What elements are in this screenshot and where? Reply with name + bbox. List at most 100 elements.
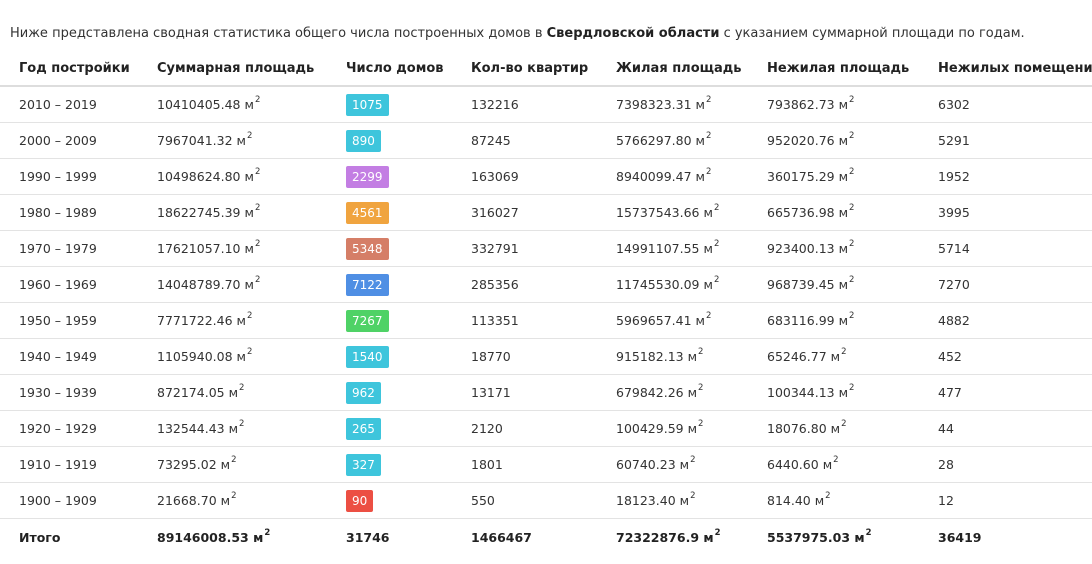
- apartments-cell: 13171: [452, 374, 597, 411]
- nonliving-rooms-cell: 1952: [919, 158, 1092, 195]
- unit-label: м: [228, 421, 239, 436]
- unit-label: м: [679, 493, 690, 508]
- total-area-cell-value: 7771722.46: [157, 313, 233, 328]
- table-row: 1940 – 1949 1105940.08 м2 1540 18770 915182.…: [0, 338, 1092, 375]
- unit-power: 2: [705, 167, 712, 177]
- living-area-cell-value: 60740.23: [616, 457, 676, 472]
- total-nonliving-area: 5537975.03 м2: [748, 519, 919, 556]
- living-area-cell-value: 679842.26: [616, 385, 684, 400]
- nonliving-area-cell-value: 968739.45: [767, 277, 835, 292]
- unit-power: 2: [713, 239, 720, 249]
- unit-power: 2: [841, 347, 847, 357]
- unit-label: м: [220, 457, 231, 472]
- period-cell: 1900 – 1909: [0, 482, 138, 519]
- table-row: 1950 – 1959 7771722.46 м2 7267 113351 596965…: [0, 302, 1092, 339]
- nonliving-area-cell: 683116.99 м2: [748, 302, 919, 339]
- total-area-sum-value: 89146008.53: [157, 529, 249, 545]
- total-area-cell-value: 73295.02: [157, 457, 217, 472]
- nonliving-rooms-cell: 5291: [919, 122, 1092, 159]
- header-row: Год постройки Суммарная площадь Число до…: [0, 52, 1092, 87]
- unit-label: м: [838, 205, 849, 220]
- nonliving-rooms-cell: 28: [919, 446, 1092, 483]
- unit-power: 2: [698, 383, 704, 393]
- unit-power: 2: [246, 311, 253, 321]
- table-row: 1970 – 1979 17621057.10 м2 5348 332791 14991…: [0, 230, 1092, 267]
- table-row: 1980 – 1989 18622745.39 м2 4561 316027 15737…: [0, 194, 1092, 231]
- living-area-cell-value: 100429.59: [616, 421, 684, 436]
- unit-label: м: [679, 457, 690, 472]
- unit-label: м: [687, 349, 698, 364]
- header-period: Год постройки: [0, 52, 138, 87]
- period-cell: 1910 – 1919: [0, 446, 138, 483]
- nonliving-rooms-cell: 6302: [919, 86, 1092, 123]
- living-area-cell: 100429.59 м2: [597, 410, 748, 447]
- table-body: 2010 – 2019 10410405.48 м2 1075 132216 73983…: [0, 86, 1092, 555]
- unit-power: 2: [705, 311, 712, 321]
- unit-power: 2: [690, 455, 696, 465]
- apartments-cell: 2120: [452, 410, 597, 447]
- unit-label: м: [838, 241, 849, 256]
- apartments-cell: 132216: [452, 86, 597, 123]
- houses-cell: 265: [327, 410, 452, 447]
- total-apartments: 1466467: [471, 529, 532, 545]
- unit-power: 2: [705, 131, 712, 141]
- nonliving-area-cell-value: 65246.77: [767, 349, 827, 364]
- unit-power: 2: [231, 491, 237, 501]
- total-area-cell: 1105940.08 м2: [138, 338, 327, 375]
- unit-label: м: [695, 313, 705, 328]
- header-apartments: Кол-во квартир: [452, 52, 597, 87]
- living-area-cell: 5766297.80 м2: [597, 122, 748, 159]
- unit-power: 2: [833, 455, 839, 465]
- unit-power: 2: [849, 167, 855, 177]
- unit-power: 2: [849, 203, 855, 213]
- unit-label: м: [830, 349, 841, 364]
- houses-count-badge: 90: [346, 489, 374, 512]
- unit-power: 2: [254, 203, 261, 213]
- living-area-cell: 15737543.66 м2: [597, 194, 748, 231]
- apartments-cell: 550: [452, 482, 597, 519]
- houses-count-badge: 1075: [346, 93, 389, 116]
- unit-label: м: [695, 97, 705, 112]
- houses-count-badge: 265: [346, 417, 381, 440]
- period-cell: 1970 – 1979: [0, 230, 138, 267]
- unit-label: м: [703, 529, 714, 545]
- period-cell: 1920 – 1929: [0, 410, 138, 447]
- unit-power: 2: [825, 491, 831, 501]
- nonliving-area-cell-value: 683116.99: [767, 313, 835, 328]
- unit-power: 2: [254, 239, 261, 249]
- unit-power: 2: [849, 383, 855, 393]
- nonliving-area-cell: 360175.29 м2: [748, 158, 919, 195]
- unit-label: м: [838, 313, 849, 328]
- unit-power: 2: [698, 419, 704, 429]
- nonliving-area-cell-value: 665736.98: [767, 205, 835, 220]
- nonliving-rooms-cell: 477: [919, 374, 1092, 411]
- total-nonliving-area-value: 5537975.03: [767, 529, 851, 545]
- intro-text: Ниже представлена сводная статистика общ…: [10, 25, 1025, 43]
- houses-cell: 7267: [327, 302, 452, 339]
- total-area-cell-value: 132544.43: [157, 421, 225, 436]
- unit-label: м: [838, 97, 849, 112]
- unit-power: 2: [698, 347, 704, 357]
- apartments-cell: 87245: [452, 122, 597, 159]
- houses-count-badge: 327: [346, 453, 381, 476]
- total-area-cell-value: 872174.05: [157, 385, 225, 400]
- apartments-cell: 285356: [452, 266, 597, 303]
- total-houses: 31746: [346, 529, 390, 545]
- table-row: 2000 – 2009 7967041.32 м2 890 87245 5766297.…: [0, 122, 1092, 159]
- unit-label: м: [695, 133, 705, 148]
- houses-cell: 4561: [327, 194, 452, 231]
- total-nonliving-rooms: 36419: [938, 529, 982, 545]
- total-area-cell: 872174.05 м2: [138, 374, 327, 411]
- unit-label: м: [695, 169, 705, 184]
- nonliving-rooms-cell: 7270: [919, 266, 1092, 303]
- intro-suffix: с указанием суммарной площади по годам.: [719, 26, 1025, 41]
- table-row: 2010 – 2019 10410405.48 м2 1075 132216 73983…: [0, 86, 1092, 123]
- nonliving-area-cell: 952020.76 м2: [748, 122, 919, 159]
- unit-power: 2: [231, 455, 237, 465]
- header-nonliving-area: Нежилая площадь: [748, 52, 919, 87]
- unit-power: 2: [849, 239, 855, 249]
- living-area-cell-value: 915182.13: [616, 349, 684, 364]
- living-area-cell: 8940099.47 м2: [597, 158, 748, 195]
- unit-label: м: [236, 133, 246, 148]
- houses-count-badge: 5348: [346, 237, 389, 260]
